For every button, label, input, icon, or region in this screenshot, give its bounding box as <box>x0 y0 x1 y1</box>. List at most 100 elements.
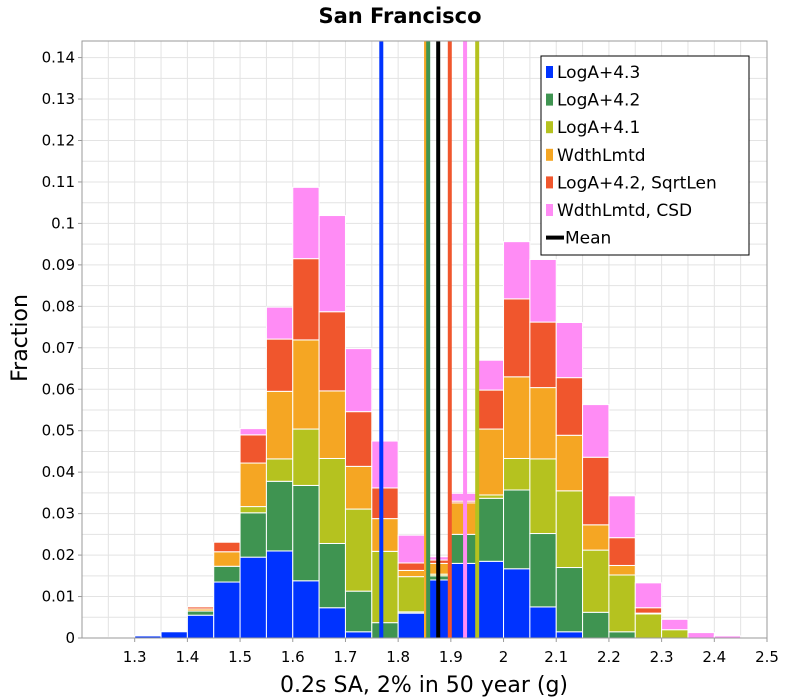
bar-loga-4-1 <box>634 613 663 639</box>
bar-loga-4-2-sqrtlen <box>186 606 215 610</box>
bar-wdthlmtd-csd <box>661 618 689 631</box>
bar-loga-4-3 <box>503 568 531 639</box>
legend-box <box>540 55 750 256</box>
x-tick-label: 2.1 <box>544 648 568 666</box>
bar-wdthlmtd <box>503 376 531 459</box>
bar-loga-4-2-sqrtlen <box>608 537 636 566</box>
y-tick-label: 0.01 <box>42 588 75 606</box>
y-tick-label: 0.11 <box>42 173 75 191</box>
x-tick-label: 1.3 <box>123 648 147 666</box>
bar-loga-4-2-sqrtlen <box>344 411 373 467</box>
bar-wdthlmtd-csd <box>634 582 663 609</box>
legend-swatch <box>546 66 553 78</box>
legend-label: LogA+4.1 <box>557 118 640 138</box>
bar-loga-4-3 <box>318 607 346 639</box>
bar-wdthlmtd <box>265 390 294 460</box>
y-tick-label: 0.13 <box>42 90 75 108</box>
legend-swatch <box>546 204 553 216</box>
bar-wdthlmtd-csd <box>608 495 636 539</box>
legend-swatch <box>546 148 553 161</box>
bar-wdthlmtd <box>555 434 584 492</box>
bar-loga-4-2 <box>608 631 636 639</box>
y-tick-label: 0.02 <box>42 546 75 564</box>
bar-wdthlmtd <box>582 524 610 551</box>
bar-wdthlmtd-csd <box>292 186 320 260</box>
y-tick-label: 0.05 <box>42 422 75 440</box>
x-tick-label: 2.5 <box>755 648 779 666</box>
y-tick-label: 0.14 <box>42 49 75 67</box>
bar-loga-4-2-sqrtlen <box>371 487 399 520</box>
bar-loga-4-2-sqrtlen <box>476 389 505 430</box>
bar-wdthlmtd-csd <box>476 359 505 391</box>
bar-loga-4-2 <box>555 567 584 633</box>
x-tick-label: 1.8 <box>386 648 410 666</box>
x-tick-label: 2.3 <box>650 648 674 666</box>
bar-loga-4-2 <box>476 497 505 562</box>
bar-loga-4-2 <box>503 489 531 570</box>
bar-loga-4-1 <box>582 549 610 613</box>
bar-wdthlmtd-csd <box>318 215 346 313</box>
bar-loga-4-2 <box>186 610 215 616</box>
bar-loga-4-2-sqrtlen <box>265 338 294 392</box>
x-tick-label: 1.9 <box>439 648 463 666</box>
bar-loga-4-2 <box>292 484 320 582</box>
x-tick-label: 2.4 <box>702 648 726 666</box>
bar-wdthlmtd-csd <box>371 440 399 489</box>
x-tick-label: 2.2 <box>597 648 621 666</box>
bar-wdthlmtd <box>529 387 557 460</box>
bar-loga-4-1 <box>608 574 636 633</box>
bar-loga-4-2 <box>582 611 610 639</box>
bar-loga-4-2-sqrtlen <box>503 298 531 378</box>
bar-loga-4-1 <box>661 629 689 639</box>
bar-wdthlmtd-csd <box>529 258 557 323</box>
x-tick-label: 1.5 <box>228 648 252 666</box>
y-axis-label: Fraction <box>8 294 33 382</box>
bar-loga-4-2-sqrtlen <box>318 311 346 392</box>
bar-wdthlmtd-csd <box>239 428 267 436</box>
bar-loga-4-3 <box>344 631 373 639</box>
x-axis-label: 0.2s SA, 2% in 50 year (g) <box>280 673 568 698</box>
bar-loga-4-2-sqrtlen <box>529 321 557 389</box>
bar-wdthlmtd <box>397 569 425 578</box>
bar-wdthlmtd-csd <box>582 404 610 458</box>
legend-label: WdthLmtd <box>557 146 646 166</box>
bar-wdthlmtd-csd <box>503 241 531 300</box>
bar-loga-4-2 <box>529 533 557 608</box>
bar-wdthlmtd <box>344 465 373 510</box>
bar-wdthlmtd <box>608 564 636 576</box>
bar-loga-4-3 <box>529 606 557 639</box>
x-tick-label: 2 <box>499 648 509 666</box>
x-axis-ticks: 1.3 1.4 1.5 1.6 1.7 1.8 1.9 2 2.1 2.2 2.3 2.4 2.5 <box>123 638 779 666</box>
bar-wdthlmtd <box>476 428 505 496</box>
bar-loga-4-1 <box>503 457 531 491</box>
mean-lines <box>379 41 480 638</box>
y-axis-ticks: 0 0.01 0.02 0.03 0.04 0.05 0.06 0.07 0.08 0.09 0.1… <box>42 49 82 647</box>
bar-loga-4-3 <box>476 560 505 639</box>
bar-loga-4-1 <box>292 428 320 486</box>
bar-loga-4-2 <box>213 565 241 583</box>
bar-loga-4-3 <box>555 631 584 639</box>
y-tick-label: 0 <box>65 629 75 647</box>
legend-swatch <box>546 176 553 189</box>
plot-area-frame <box>81 40 768 639</box>
x-tick-label: 1.4 <box>175 648 199 666</box>
y-tick-label: 0.06 <box>42 380 75 398</box>
bar-loga-4-1 <box>555 490 584 569</box>
x-tick-label: 1.6 <box>281 648 305 666</box>
legend-swatch <box>546 121 553 134</box>
bar-loga-4-2-sqrtlen <box>213 541 241 553</box>
bar-wdthlmtd-csd <box>687 632 715 639</box>
y-tick-label: 0.04 <box>42 463 75 481</box>
bar-loga-4-1 <box>344 508 373 592</box>
legend-label: LogA+4.2 <box>557 91 640 111</box>
bar-loga-4-3 <box>186 614 215 639</box>
bar-loga-4-3 <box>292 580 320 639</box>
bar-wdthlmtd <box>239 462 267 508</box>
legend-label: WdthLmtd, CSD <box>557 201 692 221</box>
bar-wdthlmtd-csd <box>397 534 425 564</box>
y-tick-label: 0.1 <box>51 214 75 232</box>
bar-loga-4-2-sqrtlen <box>582 456 610 526</box>
bar-wdthlmtd-csd <box>265 306 294 340</box>
bar-loga-4-3 <box>265 550 294 639</box>
bar-wdthlmtd-csd <box>555 322 584 379</box>
